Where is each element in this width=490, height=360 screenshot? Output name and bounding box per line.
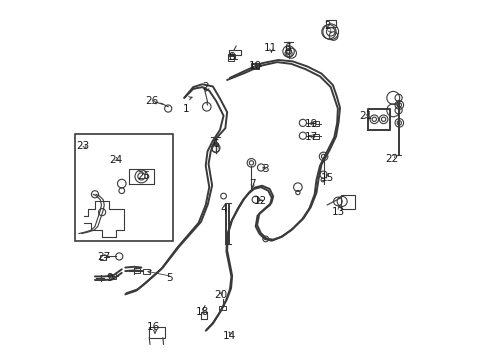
- Text: 17: 17: [305, 132, 318, 142]
- Text: 6: 6: [284, 43, 291, 53]
- Text: 2: 2: [324, 21, 330, 31]
- Text: 3: 3: [263, 164, 269, 174]
- Bar: [326, 20, 336, 27]
- Bar: [100, 255, 106, 260]
- Text: 14: 14: [222, 332, 236, 342]
- Text: 2: 2: [202, 82, 209, 92]
- Text: 19: 19: [305, 118, 318, 129]
- Text: 21: 21: [359, 111, 372, 121]
- Bar: [228, 56, 234, 61]
- Text: 27: 27: [97, 252, 110, 262]
- Text: 23: 23: [76, 141, 90, 151]
- Text: 8: 8: [228, 52, 235, 62]
- Text: 4: 4: [220, 203, 227, 213]
- Bar: [148, 327, 165, 338]
- Bar: [341, 195, 355, 209]
- Bar: [143, 269, 149, 274]
- Text: 6: 6: [212, 139, 219, 149]
- Text: 15: 15: [320, 173, 334, 183]
- Text: 24: 24: [109, 156, 122, 165]
- Bar: [75, 134, 173, 241]
- Text: 5: 5: [167, 273, 173, 283]
- Text: 20: 20: [214, 290, 227, 300]
- Text: 9: 9: [107, 273, 113, 283]
- Text: 26: 26: [146, 96, 159, 107]
- Bar: [252, 64, 259, 69]
- Bar: [134, 267, 140, 273]
- Text: 22: 22: [386, 154, 399, 163]
- Text: 18: 18: [196, 307, 209, 317]
- Text: 13: 13: [332, 207, 345, 217]
- Bar: [313, 134, 319, 139]
- Text: 11: 11: [264, 43, 277, 53]
- Bar: [109, 274, 116, 279]
- Text: 25: 25: [138, 171, 151, 181]
- Text: 16: 16: [147, 322, 160, 332]
- Bar: [220, 306, 226, 310]
- Bar: [228, 54, 235, 59]
- Bar: [251, 63, 259, 68]
- Text: 7: 7: [249, 179, 256, 189]
- Text: 1: 1: [183, 104, 189, 113]
- Text: 10: 10: [249, 61, 262, 71]
- Text: 12: 12: [254, 197, 268, 206]
- Bar: [313, 121, 319, 126]
